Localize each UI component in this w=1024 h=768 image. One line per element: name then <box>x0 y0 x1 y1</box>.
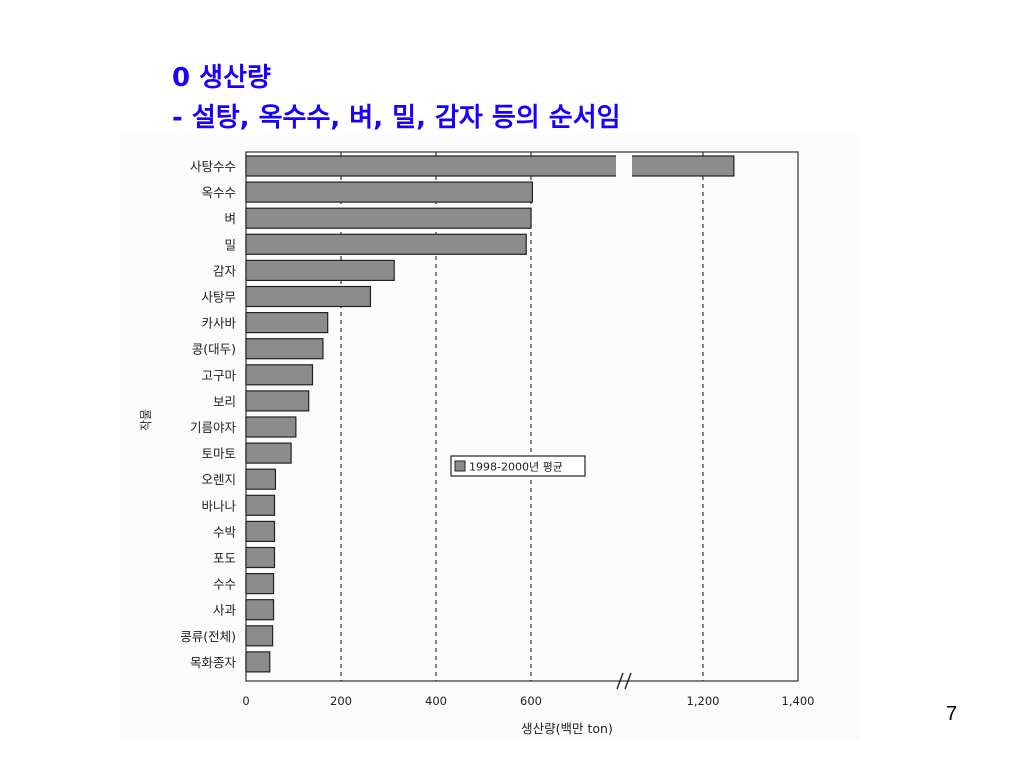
category-label: 감자 <box>213 263 237 278</box>
axis-break-mark <box>616 672 624 690</box>
bar <box>245 207 532 229</box>
bar <box>245 416 297 438</box>
category-label: 기름야자 <box>190 420 237 435</box>
bar <box>245 312 329 334</box>
category-label: 벼 <box>224 211 236 226</box>
category-label: 수수 <box>213 577 236 592</box>
category-label: 카사바 <box>201 316 236 331</box>
bar <box>245 233 527 255</box>
category-label: 콩류(전체) <box>180 629 236 644</box>
category-label: 수박 <box>213 524 237 539</box>
bar <box>245 155 735 177</box>
bar <box>245 468 277 490</box>
bar <box>245 520 276 542</box>
slide-title: 0 생산량 - 설탕, 옥수수, 벼, 밀, 감자 등의 순서임 <box>172 58 621 138</box>
legend-box <box>450 455 586 477</box>
bar-break-gap <box>616 154 632 178</box>
bar <box>245 364 314 386</box>
x-tick-label: 0 <box>242 694 249 708</box>
x-tick-label: 400 <box>425 694 447 708</box>
category-label: 사탕수수 <box>190 159 236 174</box>
category-label: 바나나 <box>201 498 236 513</box>
bar <box>245 625 274 647</box>
bar <box>245 285 372 308</box>
title-line-2: - 설탕, 옥수수, 벼, 밀, 감자 등의 순서임 <box>172 103 621 133</box>
bar <box>245 599 275 621</box>
category-label: 목화종자 <box>190 655 237 670</box>
x-tick-label: 1,200 <box>687 694 720 708</box>
legend-swatch <box>454 460 466 472</box>
bar <box>245 259 395 282</box>
legend-label: 1998-2000년 평균 <box>469 461 563 474</box>
bar <box>245 651 271 673</box>
category-label: 포도 <box>213 551 236 566</box>
bar <box>245 338 324 360</box>
bar <box>245 390 310 412</box>
category-label: 옥수수 <box>201 185 236 200</box>
x-axis-label: 생산량(백만 ton) <box>521 721 613 736</box>
y-axis-label: 작물 <box>139 409 153 431</box>
bar <box>245 442 292 464</box>
category-label: 토마토 <box>201 446 236 461</box>
bar <box>245 181 534 203</box>
bar <box>245 494 276 516</box>
plot-frame <box>245 151 799 682</box>
x-tick-label: 200 <box>330 694 352 708</box>
category-label: 오렌지 <box>201 472 236 487</box>
axis-break-mark <box>624 672 632 690</box>
category-label: 밀 <box>224 237 236 252</box>
category-label: 사탕무 <box>201 290 236 305</box>
category-label: 사과 <box>213 603 237 618</box>
category-label: 고구마 <box>201 368 236 383</box>
x-tick-label: 600 <box>520 694 542 708</box>
category-label: 보리 <box>213 394 236 409</box>
x-tick-label: 1,400 <box>782 694 815 708</box>
page-number: 7 <box>946 703 958 725</box>
category-label: 콩(대두) <box>192 342 236 357</box>
bar <box>245 546 276 569</box>
bar <box>245 573 275 595</box>
title-line-1: 0 생산량 <box>172 63 271 93</box>
